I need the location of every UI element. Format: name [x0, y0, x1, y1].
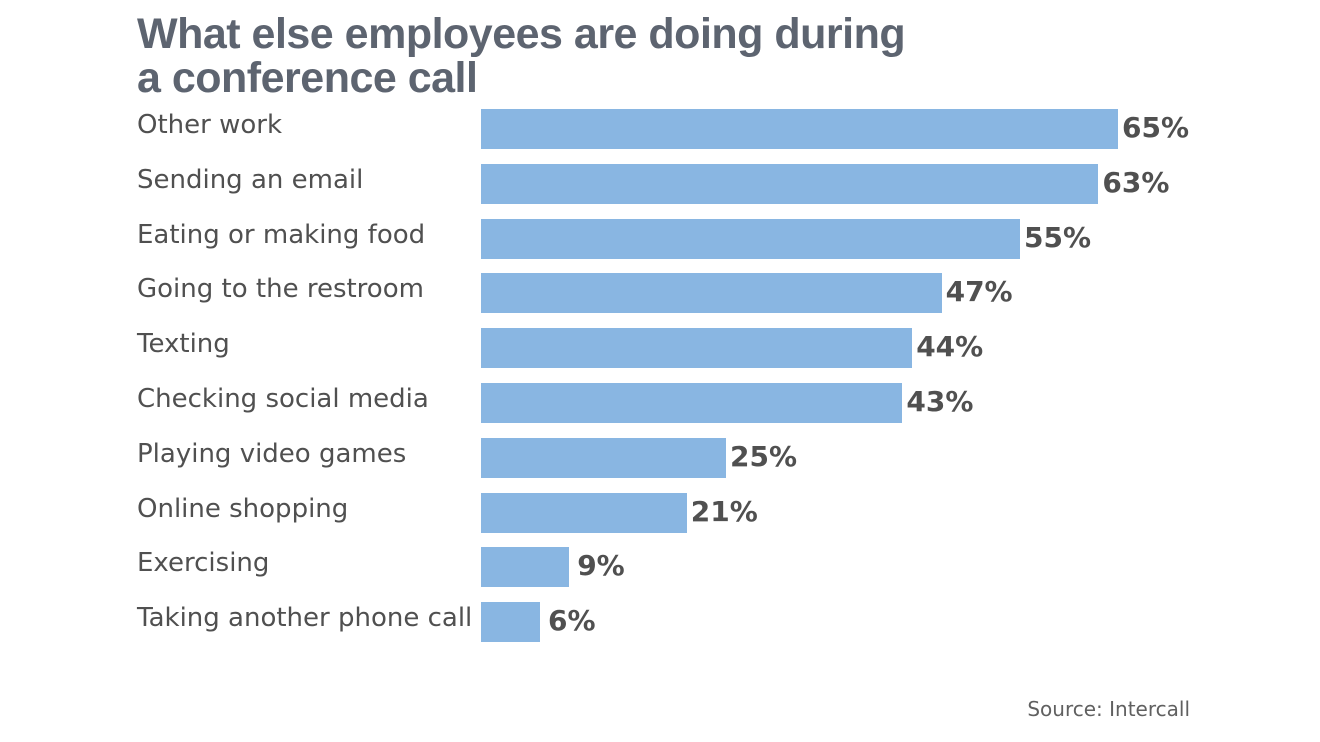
bar [481, 328, 913, 369]
category-label: Playing video games [137, 438, 407, 469]
bar [481, 547, 570, 588]
value-label: 25% [730, 439, 798, 473]
category-label: Texting [137, 329, 230, 360]
category-label: Online shopping [137, 493, 349, 524]
category-label: Taking another phone call [137, 603, 473, 634]
chart-title-line-1: What else employees are doing during [137, 10, 906, 58]
bar [481, 492, 687, 533]
category-label: Other work [137, 110, 283, 140]
value-label: 6% [548, 604, 596, 638]
bar [481, 163, 1099, 204]
chart-title-line-2: a conference call [137, 54, 478, 102]
value-label: 43% [906, 385, 974, 418]
value-label: 63% [1102, 165, 1170, 199]
value-label: 47% [945, 275, 1013, 309]
value-label: 55% [1024, 220, 1092, 254]
bar [481, 218, 1020, 259]
bar [481, 273, 942, 314]
category-label: Sending an email [137, 164, 364, 195]
bar [481, 109, 1118, 149]
category-label: Exercising [137, 548, 270, 579]
category-label: Eating or making food [137, 219, 426, 250]
value-label: 21% [690, 494, 758, 528]
bar [481, 602, 540, 643]
value-label: 65% [1122, 111, 1190, 144]
value-label: 9% [577, 549, 625, 583]
value-label: 44% [916, 330, 984, 364]
bar [481, 437, 726, 478]
category-label: Checking social media [137, 384, 429, 414]
chart-title: What else employees are doing during a c… [137, 12, 1037, 100]
source-note: Source: Intercall [1027, 697, 1190, 721]
bar [481, 383, 903, 423]
category-label: Going to the restroom [137, 274, 424, 305]
